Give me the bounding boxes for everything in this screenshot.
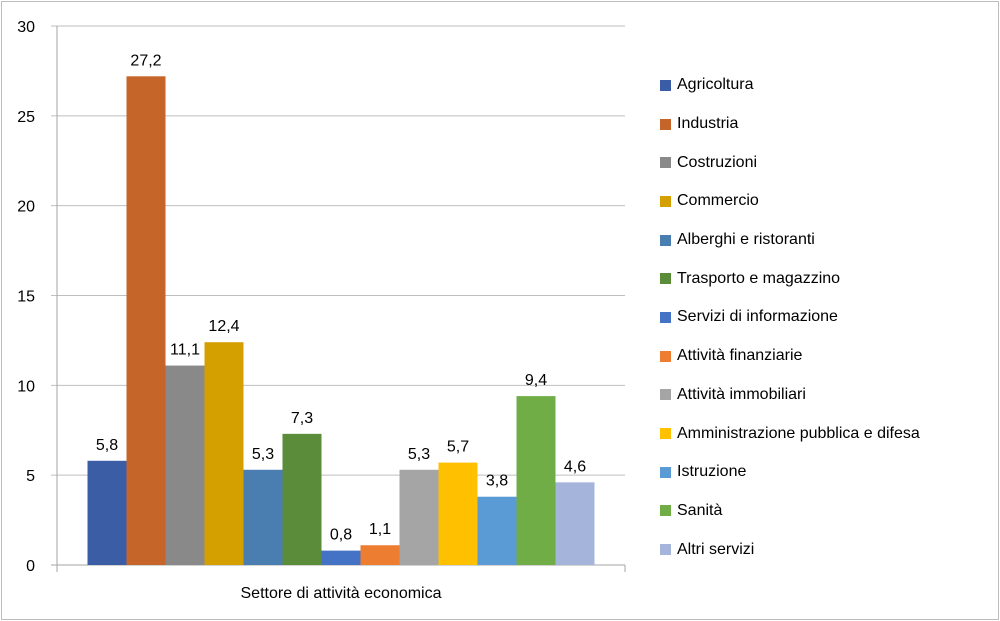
- legend-item: Attività finanziarie: [660, 337, 920, 376]
- legend-label: Amministrazione pubblica e difesa: [677, 424, 920, 442]
- legend-label: Alberghi e ristoranti: [677, 231, 815, 249]
- legend-swatch: [660, 389, 671, 401]
- legend-item: Servizi di informazione: [660, 298, 920, 337]
- data-label: 5,3: [408, 446, 430, 463]
- legend-swatch: [660, 544, 671, 556]
- y-tick-label: 15: [17, 289, 35, 306]
- legend-swatch: [660, 273, 671, 285]
- legend-swatch: [660, 234, 671, 246]
- y-tick-label: 25: [17, 109, 35, 126]
- legend-swatch: [660, 428, 671, 440]
- bar-istruzione: [477, 496, 517, 565]
- legend-label: Costruzioni: [677, 153, 758, 171]
- data-label: 5,8: [96, 437, 118, 454]
- legend: Agricoltura Industria Costruzioni Commercio…: [660, 66, 920, 569]
- legend-item: Istruzione: [660, 453, 920, 492]
- legend-label: Sanità: [677, 501, 723, 519]
- data-label: 9,4: [525, 372, 547, 389]
- y-tick-label: 30: [17, 19, 35, 36]
- legend-label: Trasporto e magazzino: [677, 269, 841, 287]
- legend-swatch: [660, 157, 671, 169]
- legend-label: Servizi di informazione: [677, 308, 838, 326]
- legend-label: Commercio: [677, 192, 759, 210]
- legend-label: Attività immobiliari: [677, 385, 806, 403]
- legend-label: Istruzione: [677, 463, 747, 481]
- bar-costruzioni: [165, 365, 205, 565]
- y-tick-label: 10: [17, 378, 35, 395]
- legend-item: Industria: [660, 105, 920, 144]
- data-label: 5,3: [252, 446, 274, 463]
- bar-altri-servizi: [555, 482, 595, 565]
- bar-amministrazione-pubblica-e-difesa: [438, 462, 478, 565]
- data-label: 0,8: [330, 527, 352, 544]
- bar-attivit-finanziarie: [360, 545, 400, 565]
- legend-swatch: [660, 79, 671, 91]
- bar-industria: [126, 76, 166, 565]
- legend-label: Altri servizi: [677, 540, 755, 558]
- legend-swatch: [660, 466, 671, 478]
- data-label: 27,2: [130, 52, 161, 69]
- legend-swatch: [660, 311, 671, 323]
- bar-trasporto-e-magazzino: [282, 433, 322, 565]
- legend-swatch: [660, 350, 671, 362]
- legend-label: Attività finanziarie: [677, 347, 803, 365]
- y-tick-label: 5: [26, 468, 35, 485]
- legend-swatch: [660, 505, 671, 517]
- legend-label: Industria: [677, 115, 739, 133]
- data-label: 4,6: [564, 458, 586, 475]
- bar-servizi-di-informazione: [321, 550, 361, 565]
- y-tick-label: 20: [17, 199, 35, 216]
- data-label: 3,8: [486, 473, 508, 490]
- bar-alberghi-e-ristoranti: [243, 469, 283, 565]
- data-label: 11,1: [170, 342, 200, 359]
- legend-item: Altri servizi: [660, 530, 920, 569]
- data-label: 5,7: [447, 439, 469, 456]
- data-label: 12,4: [208, 318, 239, 335]
- data-label: 1,1: [369, 521, 391, 538]
- legend-label: Agricoltura: [677, 76, 754, 94]
- bar-sanit-: [516, 396, 556, 565]
- legend-swatch: [660, 195, 671, 207]
- bar-commercio: [204, 342, 244, 565]
- legend-item: Attività immobiliari: [660, 376, 920, 415]
- data-label: 7,3: [291, 410, 313, 427]
- legend-item: Alberghi e ristoranti: [660, 221, 920, 260]
- legend-item: Costruzioni: [660, 143, 920, 182]
- legend-item: Commercio: [660, 182, 920, 221]
- x-axis-title: Settore di attività economica: [241, 585, 442, 602]
- y-tick-label: 0: [26, 558, 35, 575]
- legend-swatch: [660, 118, 671, 130]
- bar-attivit-immobiliari: [399, 469, 439, 565]
- legend-item: Agricoltura: [660, 66, 920, 105]
- legend-item: Amministrazione pubblica e difesa: [660, 414, 920, 453]
- legend-item: Trasporto e magazzino: [660, 259, 920, 298]
- bar-agricoltura: [87, 460, 127, 565]
- legend-item: Sanità: [660, 492, 920, 531]
